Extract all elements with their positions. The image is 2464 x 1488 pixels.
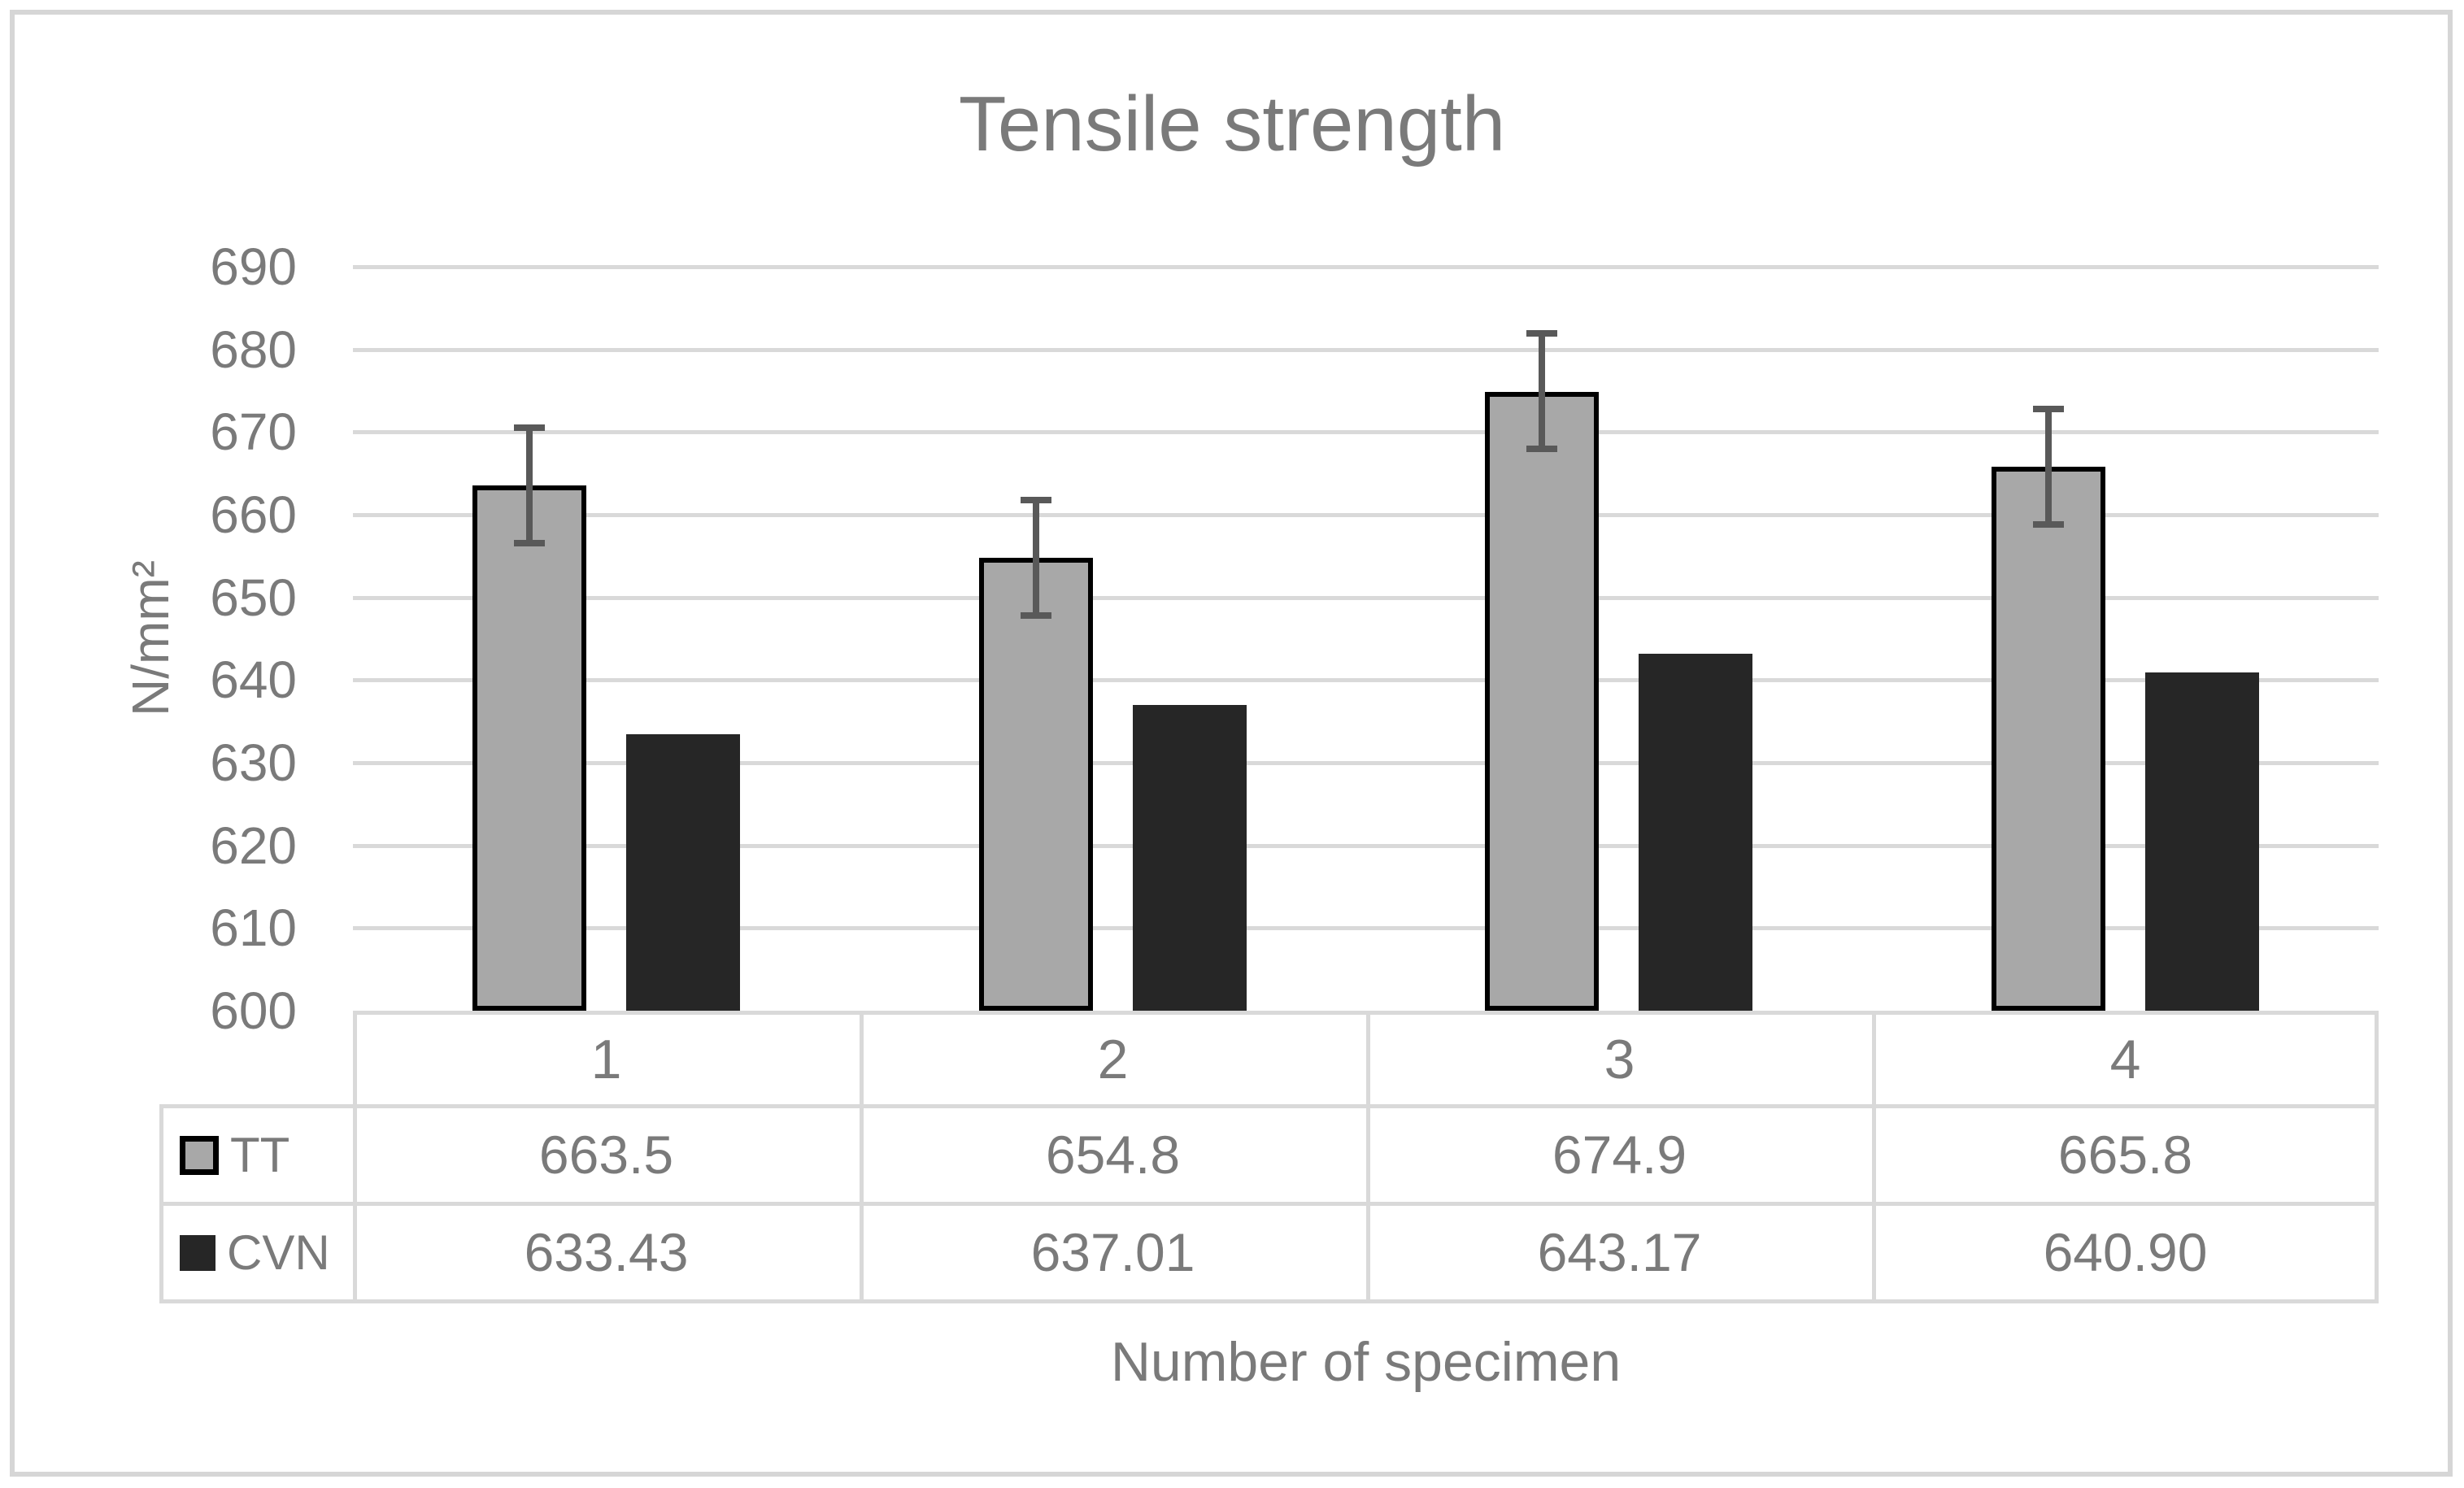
table-line — [860, 1011, 864, 1303]
error-bar-line — [1033, 497, 1039, 619]
cvn-legend-swatch — [180, 1234, 215, 1271]
error-bar-bottom-cap — [1526, 446, 1557, 452]
table-line — [1366, 1011, 1370, 1303]
tt-legend-swatch — [180, 1135, 219, 1175]
error-bar-top-cap — [514, 424, 545, 431]
bar-tt — [472, 485, 586, 1011]
y-tick-label: 640 — [210, 650, 297, 709]
gridline — [353, 926, 2379, 930]
table-line — [1872, 1011, 1876, 1303]
error-bar-line — [2045, 406, 2052, 528]
gridline — [353, 596, 2379, 600]
gridline — [353, 761, 2379, 765]
category-label: 2 — [1097, 1029, 1129, 1090]
y-tick-label: 620 — [210, 816, 297, 875]
gridline — [353, 513, 2379, 517]
category-label: 3 — [1604, 1029, 1635, 1090]
gridline — [353, 430, 2379, 434]
table-line — [159, 1299, 2379, 1303]
table-line — [159, 1202, 2379, 1206]
table-value-cvn: 640.90 — [2043, 1222, 2208, 1282]
error-bar-top-cap — [1021, 497, 1051, 503]
table-line — [159, 1104, 2379, 1108]
y-tick-label: 680 — [210, 320, 297, 379]
legend-item-cvn: CVN — [163, 1206, 353, 1299]
error-bar-bottom-cap — [1021, 612, 1051, 619]
table-value-cvn: 643.17 — [1537, 1222, 1702, 1282]
table-line — [353, 1011, 357, 1303]
y-tick-label: 690 — [210, 237, 297, 296]
x-axis-title: Number of specimen — [1110, 1331, 1622, 1393]
bar-tt — [1485, 392, 1599, 1011]
error-bar-bottom-cap — [2033, 521, 2064, 528]
bar-tt — [1992, 467, 2105, 1011]
error-bar — [1526, 330, 1557, 452]
gridline — [353, 844, 2379, 848]
gridline — [353, 678, 2379, 682]
axis-line — [353, 1011, 2379, 1015]
error-bar — [1021, 497, 1051, 619]
error-bar-line — [526, 424, 533, 546]
gridline — [353, 265, 2379, 269]
y-tick-label: 630 — [210, 733, 297, 792]
bar-cvn — [626, 734, 740, 1011]
bar-cvn — [1133, 705, 1247, 1011]
gridline — [353, 348, 2379, 352]
legend-label: TT — [230, 1128, 290, 1182]
table-value-cvn: 637.01 — [1030, 1222, 1195, 1282]
chart-border-frame — [10, 10, 2453, 1477]
table-value-tt: 665.8 — [2057, 1125, 2193, 1185]
category-label: 4 — [2109, 1029, 2141, 1090]
error-bar-line — [1539, 330, 1545, 452]
legend-label: CVN — [227, 1225, 330, 1280]
error-bar — [514, 424, 545, 546]
category-label: 1 — [590, 1029, 622, 1090]
table-line — [159, 1104, 163, 1303]
y-tick-label: 610 — [210, 898, 297, 957]
y-tick-label: 600 — [210, 981, 297, 1040]
error-bar — [2033, 406, 2064, 528]
error-bar-top-cap — [2033, 406, 2064, 412]
bar-tt — [979, 558, 1093, 1011]
chart-title: Tensile strength — [958, 80, 1506, 168]
table-value-cvn: 633.43 — [524, 1222, 689, 1282]
bar-cvn — [2145, 672, 2259, 1011]
table-line — [2375, 1011, 2379, 1303]
table-value-tt: 654.8 — [1045, 1125, 1181, 1185]
table-value-tt: 663.5 — [538, 1125, 674, 1185]
error-bar-bottom-cap — [514, 540, 545, 546]
table-value-tt: 674.9 — [1552, 1125, 1687, 1185]
legend-item-tt: TT — [163, 1108, 353, 1202]
error-bar-top-cap — [1526, 330, 1557, 337]
y-tick-label: 670 — [210, 402, 297, 461]
y-tick-label: 660 — [210, 485, 297, 544]
y-tick-label: 650 — [210, 568, 297, 627]
bar-cvn — [1639, 654, 1752, 1011]
